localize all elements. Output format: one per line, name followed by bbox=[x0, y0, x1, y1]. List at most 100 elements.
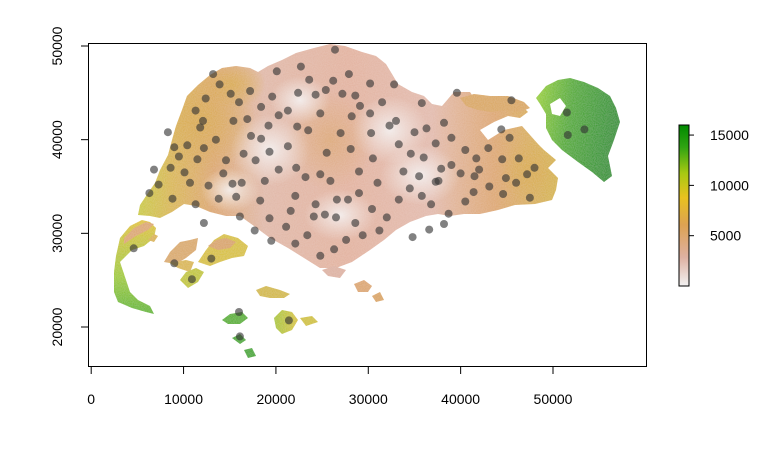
data-point bbox=[193, 155, 202, 164]
data-point bbox=[512, 178, 521, 187]
legend-tick-label: 5000 bbox=[710, 228, 741, 244]
data-point bbox=[437, 164, 446, 173]
data-point bbox=[174, 152, 183, 161]
data-point bbox=[274, 111, 283, 120]
raster-surface bbox=[114, 44, 620, 358]
data-point bbox=[247, 131, 255, 140]
legend-tick-label: 10000 bbox=[710, 177, 749, 193]
x-tick-label: 50000 bbox=[534, 391, 573, 407]
data-point bbox=[355, 167, 363, 176]
data-point bbox=[351, 219, 360, 227]
data-point bbox=[336, 129, 345, 138]
data-point bbox=[385, 121, 394, 130]
data-point bbox=[211, 135, 220, 144]
data-points bbox=[129, 45, 589, 341]
data-point bbox=[322, 148, 331, 157]
data-point bbox=[191, 200, 200, 209]
data-point bbox=[246, 87, 255, 95]
data-point bbox=[417, 191, 426, 200]
data-point bbox=[264, 121, 273, 130]
data-point bbox=[286, 206, 295, 215]
data-point bbox=[199, 219, 208, 227]
data-point bbox=[284, 316, 293, 325]
data-point bbox=[440, 220, 448, 228]
data-point bbox=[447, 161, 456, 169]
data-point bbox=[191, 106, 200, 115]
south-island-7 bbox=[322, 266, 346, 278]
data-point bbox=[235, 98, 243, 107]
x-tick-label: 10000 bbox=[164, 391, 203, 407]
data-point bbox=[415, 172, 424, 181]
data-point bbox=[392, 116, 400, 125]
y-tick-label: 20000 bbox=[49, 307, 65, 346]
x-tick-label: 0 bbox=[87, 391, 95, 407]
data-point bbox=[303, 231, 312, 240]
south-island-6 bbox=[300, 316, 318, 326]
data-point bbox=[499, 190, 508, 198]
data-point bbox=[311, 90, 320, 99]
data-point bbox=[461, 197, 470, 206]
data-point bbox=[222, 156, 230, 165]
southwest-island-1 bbox=[164, 238, 198, 264]
data-point bbox=[447, 133, 456, 142]
data-point bbox=[256, 196, 265, 205]
data-point bbox=[452, 88, 461, 97]
data-point bbox=[316, 109, 325, 118]
data-point bbox=[199, 144, 208, 153]
data-point bbox=[514, 154, 523, 163]
south-island-3 bbox=[244, 348, 256, 358]
data-point bbox=[168, 194, 177, 203]
data-point bbox=[331, 45, 339, 54]
data-point bbox=[356, 101, 364, 110]
data-point bbox=[170, 259, 179, 268]
data-point bbox=[154, 180, 163, 189]
data-point bbox=[440, 118, 448, 127]
data-point bbox=[207, 254, 216, 263]
data-point bbox=[523, 170, 532, 179]
data-point bbox=[267, 236, 276, 245]
data-point bbox=[292, 163, 301, 172]
data-point bbox=[332, 213, 340, 222]
y-tick-label: 50000 bbox=[49, 26, 65, 65]
data-point bbox=[408, 233, 417, 242]
data-point bbox=[399, 167, 408, 176]
data-point bbox=[163, 128, 172, 137]
x-axis: 0 10000 20000 30000 40000 50000 bbox=[87, 366, 573, 407]
data-point bbox=[427, 200, 436, 209]
data-point bbox=[338, 89, 347, 98]
y-tick-label: 40000 bbox=[49, 120, 65, 159]
data-point bbox=[344, 195, 352, 204]
data-point bbox=[170, 143, 179, 152]
data-point bbox=[378, 98, 387, 107]
data-point bbox=[235, 212, 244, 221]
data-point bbox=[470, 172, 479, 181]
data-point bbox=[431, 177, 440, 186]
legend-colorbar bbox=[678, 124, 690, 287]
data-point bbox=[145, 189, 154, 198]
data-point bbox=[368, 154, 377, 163]
data-point bbox=[283, 106, 292, 115]
data-point bbox=[444, 209, 453, 218]
data-point bbox=[485, 182, 494, 191]
data-point bbox=[265, 214, 274, 223]
data-point bbox=[187, 275, 196, 284]
data-point bbox=[250, 226, 259, 235]
data-point bbox=[321, 86, 330, 94]
data-point bbox=[469, 188, 478, 197]
data-point bbox=[309, 212, 318, 221]
data-point bbox=[291, 239, 300, 248]
data-point bbox=[232, 192, 241, 201]
data-point bbox=[196, 123, 205, 132]
data-point bbox=[265, 147, 274, 156]
data-point bbox=[274, 165, 283, 174]
data-point bbox=[257, 134, 266, 143]
data-point bbox=[199, 116, 207, 125]
data-point bbox=[293, 122, 302, 131]
data-point bbox=[226, 89, 235, 98]
data-point bbox=[129, 244, 138, 253]
data-point bbox=[186, 178, 194, 187]
data-point bbox=[425, 225, 434, 234]
data-point bbox=[375, 226, 384, 235]
data-point bbox=[530, 163, 539, 172]
data-point bbox=[367, 129, 376, 138]
